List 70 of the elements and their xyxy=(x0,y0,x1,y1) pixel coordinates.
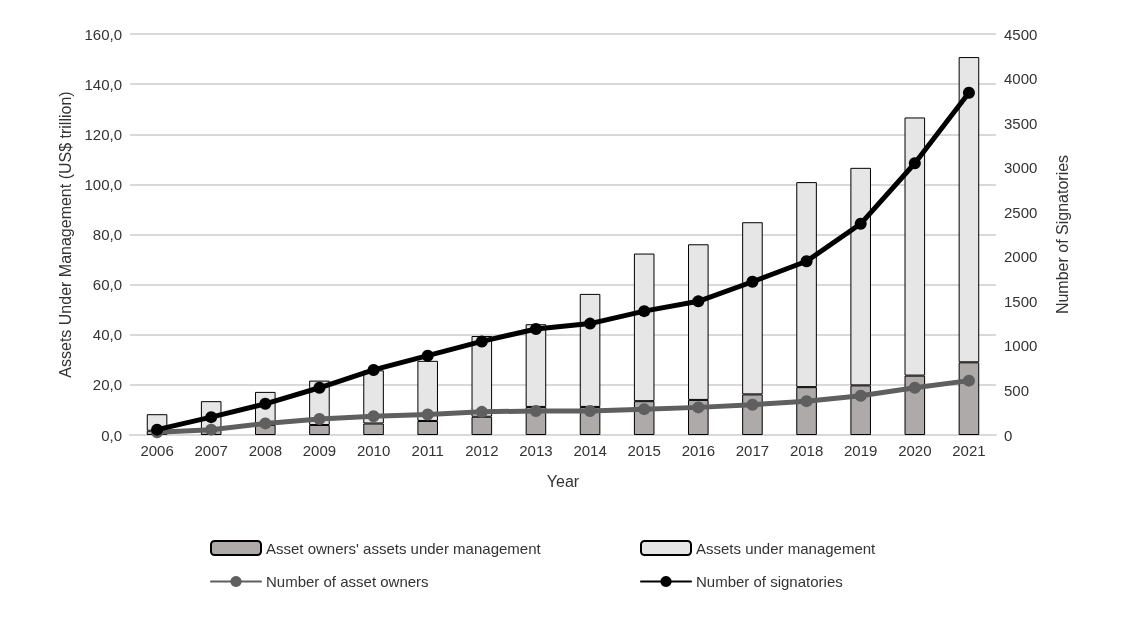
point xyxy=(475,405,488,418)
point xyxy=(421,408,434,421)
y2-tick-label: 4000 xyxy=(1004,70,1038,88)
point xyxy=(638,403,651,416)
point xyxy=(962,86,975,99)
point xyxy=(475,335,488,348)
y-tick-label: 80,0 xyxy=(92,226,122,243)
y-tick-label: 140,0 xyxy=(84,75,122,93)
point xyxy=(854,389,867,402)
x-tick-label: 2016 xyxy=(681,442,715,459)
point xyxy=(908,157,921,170)
x-tick-label: 2012 xyxy=(465,442,499,459)
x-tick-label: 2007 xyxy=(194,442,228,459)
x-tick-label: 2008 xyxy=(248,442,282,459)
point xyxy=(313,381,326,394)
point xyxy=(854,217,867,230)
x-tick-label: 2015 xyxy=(627,442,661,459)
point xyxy=(584,317,597,330)
y2-tick-label: 0 xyxy=(1004,426,1013,444)
y-tick-label: 40,0 xyxy=(92,326,122,344)
y2-axis-title: Number of Signatories xyxy=(1053,154,1071,315)
point xyxy=(584,404,597,417)
point xyxy=(529,404,542,417)
point xyxy=(800,395,813,408)
point xyxy=(367,410,380,423)
y-tick-label: 100,0 xyxy=(84,175,122,193)
point xyxy=(692,295,705,308)
point xyxy=(692,401,705,414)
point xyxy=(746,398,759,411)
point xyxy=(205,423,218,436)
x-tick-label: 2017 xyxy=(735,442,770,459)
x-tick-label: 2006 xyxy=(140,442,174,459)
y2-tick-label: 3500 xyxy=(1004,114,1038,132)
legend-label: Number of asset owners xyxy=(266,573,429,590)
y-tick-label: 0,0 xyxy=(101,426,122,444)
x-tick-label: 2021 xyxy=(952,442,986,459)
y2-tick-label: 3000 xyxy=(1004,159,1038,177)
point xyxy=(800,255,813,268)
y2-tick-label: 500 xyxy=(1004,381,1030,399)
y-axis-title: Assets Under Management (US$ trillion) xyxy=(57,91,75,378)
y-tick-label: 60,0 xyxy=(92,276,122,294)
point xyxy=(529,322,542,335)
legend-label: Number of signatories xyxy=(696,573,843,590)
x-tick-label: 2009 xyxy=(302,442,337,459)
y2-tick-label: 2000 xyxy=(1004,248,1038,266)
y-tick-label: 160,0 xyxy=(84,25,122,43)
y2-tick-label: 2500 xyxy=(1004,203,1038,221)
legend-label: Assets under management xyxy=(696,539,877,557)
legend-label: Asset owners' assets under management xyxy=(266,539,542,557)
x-tick-label: 2010 xyxy=(356,442,391,459)
y-tick-label: 20,0 xyxy=(92,376,122,394)
point xyxy=(313,412,326,425)
point xyxy=(367,363,380,376)
point xyxy=(638,305,651,318)
y-tick-label: 120,0 xyxy=(84,125,122,143)
y2-tick-label: 1500 xyxy=(1004,292,1038,310)
x-tick-label: 2020 xyxy=(898,442,932,459)
x-tick-label: 2014 xyxy=(573,442,607,459)
x-axis-title: Year xyxy=(546,472,580,490)
x-tick-label: 2011 xyxy=(411,442,444,459)
x-tick-label: 2018 xyxy=(789,442,824,459)
point xyxy=(962,374,975,387)
x-tick-label: 2013 xyxy=(519,442,553,459)
point xyxy=(259,417,272,430)
y2-tick-label: 1000 xyxy=(1004,337,1038,355)
point xyxy=(746,275,759,288)
point xyxy=(908,381,921,394)
point xyxy=(421,349,434,362)
x-tick-label: 2019 xyxy=(844,442,878,459)
y2-tick-label: 4500 xyxy=(1004,25,1038,43)
